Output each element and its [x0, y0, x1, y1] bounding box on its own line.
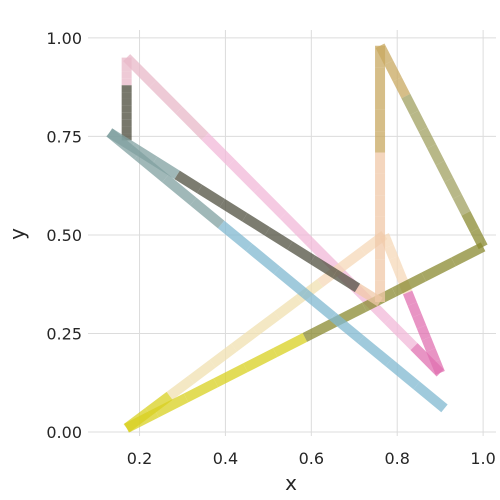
- y-tick-label: 0.00: [46, 423, 82, 442]
- line-segment: [227, 159, 261, 193]
- y-tick-label: 0.25: [46, 325, 82, 344]
- line-segment: [357, 335, 392, 367]
- line-segment: [174, 170, 203, 194]
- line-segment: [302, 317, 337, 342]
- line-segment: [123, 54, 157, 88]
- x-tick-labels: 0.2 0.4 0.6 0.8 1.0: [127, 449, 496, 468]
- line-segment: [245, 243, 281, 275]
- line-segment: [421, 257, 456, 282]
- line-segment: [451, 242, 486, 267]
- line-segment: [188, 359, 216, 384]
- line-segment: [435, 160, 454, 183]
- line-segment: [332, 269, 361, 293]
- line-segment: [470, 227, 488, 250]
- line-segment: [272, 332, 308, 358]
- line-segment: [416, 325, 431, 341]
- line-segment: [385, 358, 420, 390]
- line-segment: [407, 302, 422, 318]
- line-segment: [162, 174, 197, 206]
- line-segment: [426, 348, 441, 364]
- line-segment: [151, 156, 180, 180]
- line-segment: [279, 211, 314, 246]
- line-segment: [418, 127, 437, 149]
- line-segment: [264, 227, 293, 250]
- line-segment: [231, 327, 259, 352]
- line-segment: [201, 132, 235, 167]
- line-segment: [309, 255, 338, 278]
- line-segment: [273, 295, 302, 320]
- line-segment: [421, 336, 436, 352]
- line-segment: [329, 312, 364, 344]
- line-segment: [393, 267, 408, 283]
- line-segment: [154, 393, 189, 418]
- line-segment: [409, 110, 428, 132]
- x-tick-label: 1.0: [470, 449, 495, 468]
- line-segment: [175, 106, 209, 140]
- line-segment: [287, 241, 316, 264]
- line-segment: [252, 311, 280, 336]
- line-segment: [197, 184, 225, 208]
- line-segment: [354, 283, 383, 307]
- line-segment: [134, 151, 169, 183]
- line-segment: [413, 381, 448, 413]
- line-segment: [213, 363, 248, 388]
- line-segment: [305, 238, 340, 272]
- y-tick-labels: 0.00 0.25 0.50 0.75 1.00: [46, 29, 82, 442]
- line-segment: [384, 60, 402, 82]
- line-segment: [384, 244, 399, 260]
- line-segment: [461, 211, 479, 233]
- line-segment: [402, 290, 417, 306]
- data-line: [106, 43, 488, 433]
- line-segment: [242, 212, 270, 236]
- line-segment: [412, 313, 427, 329]
- line-segment: [124, 408, 159, 433]
- line-segment: [427, 144, 445, 166]
- line-segment: [106, 128, 141, 160]
- line-segment: [391, 272, 426, 297]
- x-axis-label: x: [285, 471, 297, 495]
- line-segment: [384, 316, 418, 351]
- line-segment: [301, 289, 336, 321]
- x-tick-label: 0.6: [299, 449, 324, 468]
- line-segment: [219, 198, 248, 222]
- line-segment: [209, 343, 238, 368]
- line-segment: [401, 93, 419, 116]
- line-segment: [273, 266, 309, 298]
- line-segment: [389, 256, 403, 272]
- y-axis-label: y: [5, 228, 29, 240]
- line-segment: [392, 76, 411, 99]
- line-segment: [145, 391, 173, 417]
- y-tick-label: 0.75: [46, 127, 82, 146]
- x-tick-label: 0.8: [384, 449, 409, 468]
- line-segment: [452, 194, 471, 216]
- x-tick-label: 0.4: [213, 449, 238, 468]
- line-segment: [166, 375, 195, 400]
- line-segment: [444, 177, 462, 199]
- line-segment: [243, 348, 278, 373]
- line-segment: [253, 185, 287, 219]
- x-tick-label: 0.2: [127, 449, 152, 468]
- line-segment: [183, 378, 219, 403]
- line-segment: [149, 80, 183, 114]
- grid-lines: [88, 30, 496, 436]
- line-segment: [430, 359, 445, 375]
- y-tick-label: 1.00: [46, 29, 82, 48]
- line-segment: [190, 197, 225, 229]
- y-tick-label: 0.50: [46, 226, 82, 245]
- line-segment: [217, 220, 253, 252]
- line-segment: [338, 247, 366, 272]
